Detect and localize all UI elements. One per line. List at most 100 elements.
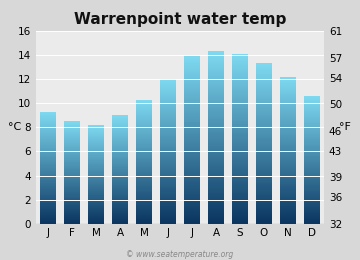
Bar	[256, 193, 272, 195]
Bar	[112, 171, 128, 172]
Bar	[256, 177, 272, 178]
Bar	[304, 132, 320, 133]
Bar	[40, 198, 56, 199]
Bar	[304, 169, 320, 170]
Bar	[136, 140, 152, 141]
Bar	[232, 83, 248, 84]
Bar	[88, 188, 104, 190]
Bar	[184, 206, 200, 207]
Bar	[184, 216, 200, 217]
Bar	[184, 126, 200, 128]
Bar	[280, 213, 296, 214]
Bar	[136, 125, 152, 126]
Bar	[88, 148, 104, 149]
Bar	[280, 157, 296, 158]
Bar	[88, 216, 104, 217]
Bar	[184, 123, 200, 125]
Bar	[136, 148, 152, 149]
Bar	[256, 205, 272, 206]
Bar	[184, 203, 200, 205]
Bar	[88, 125, 104, 126]
Bar	[88, 204, 104, 205]
Bar	[64, 201, 80, 202]
Bar	[136, 149, 152, 150]
Bar	[280, 86, 296, 88]
Bar	[64, 192, 80, 193]
Bar	[64, 178, 80, 179]
Bar	[64, 202, 80, 203]
Bar	[64, 200, 80, 201]
Bar	[184, 155, 200, 157]
Bar	[304, 177, 320, 178]
Bar	[232, 139, 248, 140]
Bar	[280, 193, 296, 194]
Bar	[184, 208, 200, 209]
Bar	[40, 182, 56, 183]
Bar	[160, 81, 176, 82]
Bar	[208, 94, 224, 95]
Bar	[232, 106, 248, 107]
Bar	[112, 210, 128, 211]
Bar	[88, 169, 104, 170]
Bar	[280, 125, 296, 126]
Bar	[280, 103, 296, 104]
Bar	[136, 131, 152, 132]
Bar	[280, 127, 296, 129]
Bar	[232, 73, 248, 74]
Bar	[136, 142, 152, 143]
Bar	[160, 219, 176, 220]
Bar	[184, 102, 200, 103]
Bar	[40, 205, 56, 206]
Bar	[160, 213, 176, 214]
Bar	[280, 204, 296, 205]
Bar	[280, 93, 296, 94]
Bar	[256, 147, 272, 148]
Bar	[232, 97, 248, 98]
Bar	[256, 219, 272, 220]
Bar	[280, 84, 296, 86]
Bar	[64, 169, 80, 170]
Bar	[304, 163, 320, 164]
Bar	[232, 61, 248, 62]
Bar	[232, 90, 248, 91]
Bar	[112, 172, 128, 173]
Bar	[184, 142, 200, 143]
Bar	[208, 170, 224, 171]
Bar	[88, 198, 104, 199]
Bar	[256, 188, 272, 190]
Bar	[280, 190, 296, 191]
Bar	[136, 120, 152, 121]
Bar	[256, 165, 272, 166]
Bar	[232, 158, 248, 159]
Bar	[256, 92, 272, 94]
Bar	[256, 199, 272, 200]
Bar	[208, 129, 224, 131]
Bar	[256, 78, 272, 80]
Bar	[208, 159, 224, 160]
Bar	[304, 155, 320, 157]
Bar	[112, 126, 128, 127]
Bar	[256, 135, 272, 136]
Bar	[88, 171, 104, 172]
Bar	[160, 133, 176, 134]
Bar	[184, 172, 200, 173]
Bar	[184, 190, 200, 191]
Bar	[256, 160, 272, 162]
Bar	[232, 100, 248, 101]
Bar	[256, 222, 272, 224]
Bar	[232, 141, 248, 142]
Bar	[64, 213, 80, 214]
Bar	[304, 148, 320, 150]
Bar	[304, 118, 320, 119]
Bar	[280, 196, 296, 197]
Bar	[184, 182, 200, 184]
Bar	[256, 144, 272, 145]
Bar	[64, 179, 80, 180]
Bar	[208, 187, 224, 188]
Bar	[232, 94, 248, 96]
Bar	[304, 121, 320, 122]
Bar	[280, 218, 296, 219]
Bar	[160, 166, 176, 167]
Bar	[256, 211, 272, 212]
Bar	[64, 204, 80, 205]
